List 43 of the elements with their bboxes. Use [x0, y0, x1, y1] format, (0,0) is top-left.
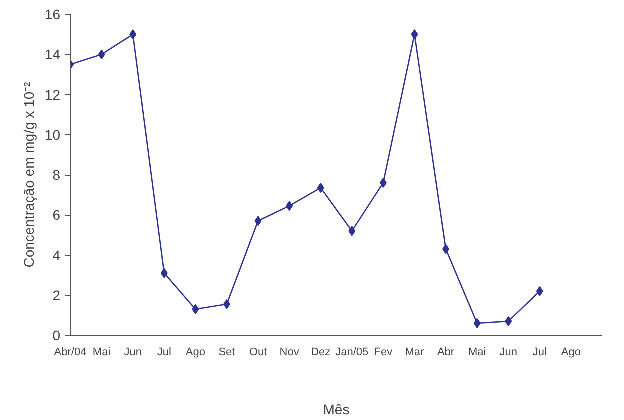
point	[286, 201, 294, 212]
y-tick-label: 2	[52, 287, 61, 304]
x-tick-label: Nov	[280, 346, 300, 358]
y-tick-label: 4	[52, 247, 61, 264]
x-tick-label: Set	[218, 346, 236, 358]
point	[98, 50, 106, 60]
y-tick-label: 14	[44, 46, 61, 63]
x-tick-label: Abr/04	[54, 346, 87, 358]
point	[348, 226, 356, 236]
x-axis-title: Mês	[323, 402, 350, 418]
x-tick-label: Ago	[561, 346, 581, 358]
x-tick-label: Fev	[374, 346, 394, 358]
x-tick-label: Jul	[157, 346, 172, 358]
x-tick-label: Dez	[311, 346, 331, 358]
x-tick-label: Out	[249, 346, 268, 358]
y-tick-label: 8	[52, 167, 61, 183]
y-tick-label: 12	[44, 86, 61, 103]
point	[254, 216, 262, 226]
y-tick-label: 6	[52, 207, 61, 224]
point	[317, 183, 324, 194]
point	[192, 304, 200, 314]
point	[130, 30, 137, 40]
x-tick-label: Jun	[500, 346, 518, 358]
y-tick-label: 0	[52, 328, 61, 344]
x-tick-label: Mar	[405, 346, 425, 358]
point	[536, 286, 544, 296]
y-tick-label: 16	[44, 6, 61, 22]
point	[505, 316, 512, 326]
y-axis-title: Concentração em mg/g x 10⁻²	[20, 82, 37, 268]
x-tick-label: Jan/05	[336, 346, 369, 358]
point	[442, 244, 450, 254]
point	[380, 178, 387, 188]
point	[474, 318, 481, 328]
x-tick-label: Mai	[92, 346, 111, 358]
point	[223, 299, 230, 310]
x-tick-label: Abr	[437, 346, 455, 358]
y-tick-label: 10	[44, 126, 61, 143]
x-tick-label: Jul	[532, 346, 547, 358]
x-tick-label: Jun	[124, 346, 142, 358]
x-tick-label: Mai	[468, 346, 486, 358]
point	[160, 268, 168, 278]
point	[411, 30, 418, 40]
x-tick-label: Ago	[186, 346, 206, 358]
